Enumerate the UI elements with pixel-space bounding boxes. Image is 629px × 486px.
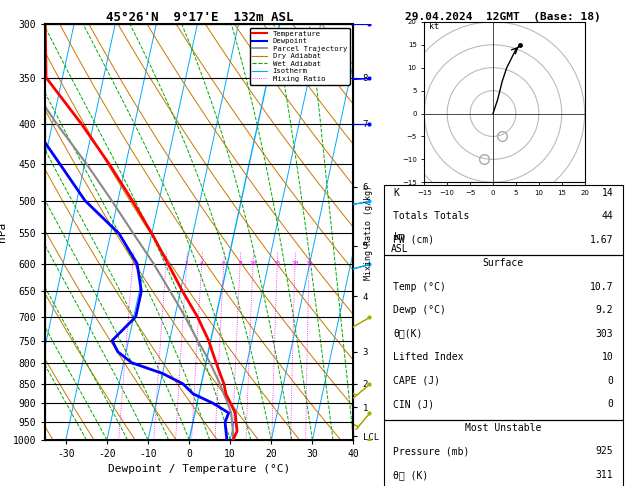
Y-axis label: hPa: hPa [0, 222, 7, 242]
Text: 15: 15 [274, 261, 281, 266]
Text: Most Unstable: Most Unstable [465, 423, 542, 433]
Bar [384, 255, 623, 420]
Text: 29.04.2024  12GMT  (Base: 18): 29.04.2024 12GMT (Base: 18) [405, 12, 601, 22]
Text: Temp (°C): Temp (°C) [393, 281, 446, 292]
Text: 10.7: 10.7 [589, 281, 613, 292]
Text: Surface: Surface [482, 258, 524, 268]
Text: Totals Totals: Totals Totals [393, 211, 470, 221]
Text: 9.2: 9.2 [596, 305, 613, 315]
Text: 3: 3 [185, 261, 189, 266]
Title: 45°26'N  9°17'E  132m ASL: 45°26'N 9°17'E 132m ASL [106, 11, 293, 24]
Text: 925: 925 [596, 446, 613, 456]
Text: 4: 4 [200, 261, 204, 266]
Text: 14: 14 [601, 188, 613, 197]
Text: 1: 1 [131, 261, 135, 266]
Text: Dewp (°C): Dewp (°C) [393, 305, 446, 315]
Text: 2: 2 [164, 261, 168, 266]
Text: 0: 0 [607, 399, 613, 409]
Text: K: K [393, 188, 399, 197]
Text: 10: 10 [249, 261, 257, 266]
Text: 1.67: 1.67 [589, 235, 613, 244]
Text: θᴇ (K): θᴇ (K) [393, 469, 428, 480]
Y-axis label: km
ASL: km ASL [391, 232, 408, 254]
Legend: Temperature, Dewpoint, Parcel Trajectory, Dry Adiabat, Wet Adiabat, Isotherm, Mi: Temperature, Dewpoint, Parcel Trajectory… [250, 28, 350, 85]
Text: CAPE (J): CAPE (J) [393, 376, 440, 386]
Text: Pressure (mb): Pressure (mb) [393, 446, 470, 456]
Text: Mixing Ratio (g/kg): Mixing Ratio (g/kg) [364, 185, 373, 279]
Text: Lifted Index: Lifted Index [393, 352, 464, 362]
Text: 44: 44 [601, 211, 613, 221]
Text: 20: 20 [291, 261, 299, 266]
Text: CIN (J): CIN (J) [393, 399, 435, 409]
Text: 311: 311 [596, 469, 613, 480]
Text: 0: 0 [607, 376, 613, 386]
Text: θᴇ(K): θᴇ(K) [393, 329, 423, 339]
Text: kt: kt [429, 22, 439, 31]
Text: 303: 303 [596, 329, 613, 339]
Text: 25: 25 [306, 261, 313, 266]
Text: 6: 6 [222, 261, 226, 266]
Text: 8: 8 [238, 261, 242, 266]
Bar [384, 420, 623, 486]
Bar [384, 185, 623, 255]
X-axis label: Dewpoint / Temperature (°C): Dewpoint / Temperature (°C) [108, 465, 291, 474]
Text: 10: 10 [601, 352, 613, 362]
Text: PW (cm): PW (cm) [393, 235, 435, 244]
